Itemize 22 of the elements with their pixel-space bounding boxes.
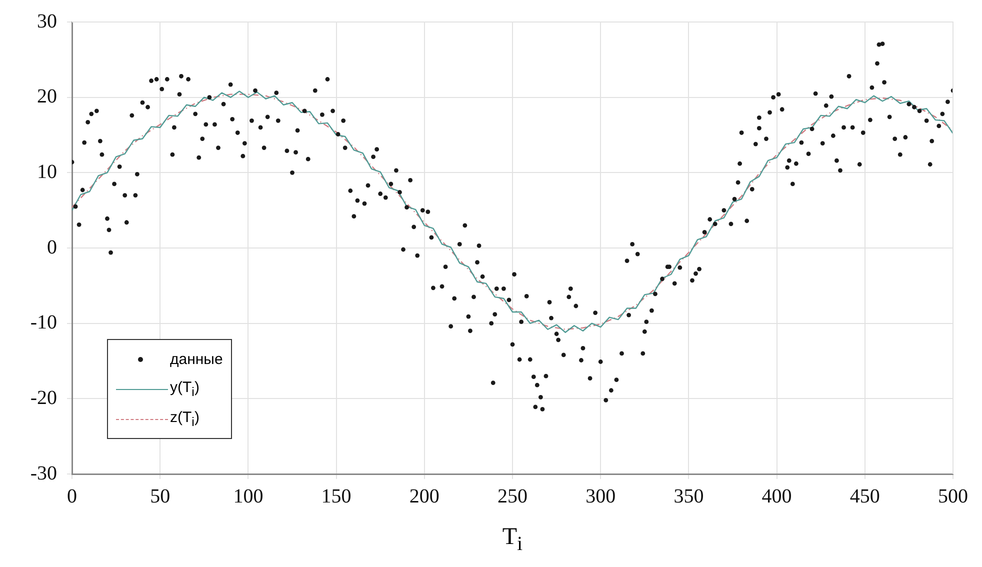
x-tick-label: 150 (321, 485, 352, 508)
x-tick-label: 0 (67, 485, 77, 508)
x-tick-label: 400 (762, 485, 792, 508)
y-tick-label: -30 (30, 462, 57, 484)
y-tick-label: 0 (47, 236, 57, 258)
y-tick-label: 30 (37, 10, 57, 32)
legend-label: y(T$_{i}$) (170, 379, 200, 399)
x-tick-label: 350 (674, 485, 704, 508)
x-tick-label: 300 (586, 485, 616, 508)
x-tick-label: 500 (938, 485, 968, 508)
x-tick-label: 250 (498, 485, 528, 508)
x-tick-label: 50 (150, 485, 170, 508)
y-tick-label: -20 (30, 386, 57, 409)
x-tick-label: 100 (233, 485, 264, 508)
x-tick-label: 450 (850, 485, 880, 508)
y-tick-label: -10 (30, 312, 57, 334)
x-tick-label: 200 (409, 485, 440, 508)
legend-label: z(T$_{i}$) (170, 409, 200, 429)
y-tick-label: 20 (37, 86, 57, 108)
legend-label: данные (170, 350, 223, 368)
x-axis-title: T$_{i}$ (502, 524, 523, 556)
y-tick-label: 10 (37, 160, 57, 183)
